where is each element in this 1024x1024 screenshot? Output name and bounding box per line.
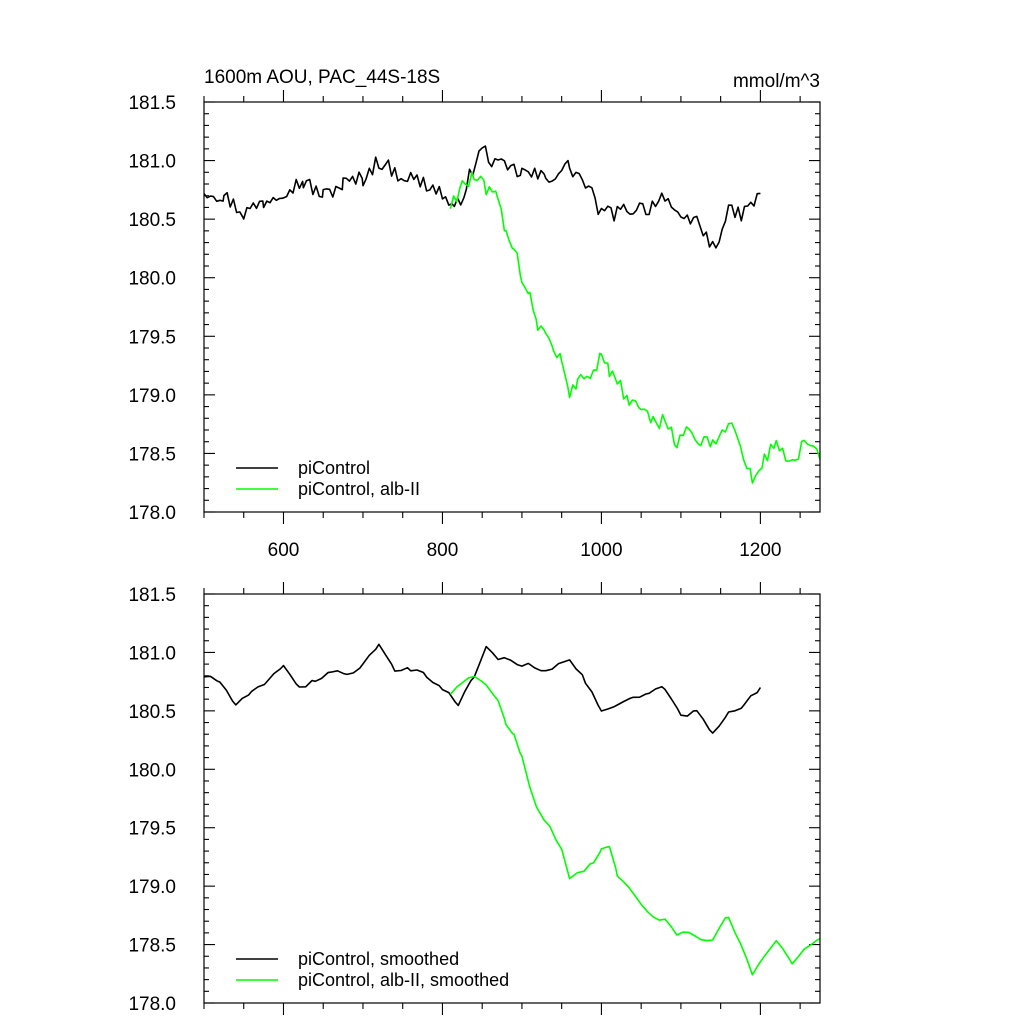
bottom-plot-frame xyxy=(203,593,821,1004)
y-tick-label: 179.5 xyxy=(128,327,176,348)
x-tick-label: 1000 xyxy=(580,540,622,561)
series-line-alb-ii xyxy=(449,675,820,976)
y-tick-label: 180.0 xyxy=(128,760,176,781)
bottom-panel: 178.0 178.5 179.0 179.5 180.0 180.5 181.0 181.5… xyxy=(128,582,821,1015)
y-tick-label: 178.5 xyxy=(128,936,176,957)
bottom-axes-ticks xyxy=(203,582,820,1015)
x-tick-label: 1200 xyxy=(739,540,781,561)
y-tick-label: 180.5 xyxy=(128,210,176,231)
top-panel: 1600m AOU, PAC_44S-18S mmol/m^3 178.0178… xyxy=(128,67,821,561)
legend-label: piControl xyxy=(298,458,370,478)
y-tick-label: 181.5 xyxy=(128,93,176,114)
legend-label: piControl, alb-II, smoothed xyxy=(298,970,509,990)
y-tick-label: 178.5 xyxy=(128,444,176,465)
chart-title: 1600m AOU, PAC_44S-18S xyxy=(204,67,440,88)
legend-label: piControl, smoothed xyxy=(298,949,459,969)
y-tick-label: 179.0 xyxy=(128,386,176,407)
bottom-data-lines xyxy=(204,643,820,976)
top-plot-frame xyxy=(203,101,821,513)
top-data-lines xyxy=(204,145,820,484)
series-line-alb-ii xyxy=(449,171,820,484)
x-tick-label: 600 xyxy=(268,540,300,561)
top-axes-ticks xyxy=(203,90,820,524)
y-tick-label: 180.5 xyxy=(128,702,176,723)
y-tick-label: 181.5 xyxy=(128,585,176,606)
bottom-y-tick-labels: 178.0 178.5 179.0 179.5 180.0 180.5 181.0 181.5 xyxy=(128,585,176,1015)
x-tick-label: 800 xyxy=(427,540,459,561)
y-tick-label: 179.0 xyxy=(128,877,176,898)
y-tick-label: 180.0 xyxy=(128,269,176,290)
top-x-tick-labels: 600 800 1000 1200 xyxy=(268,540,782,561)
series-line-picontrol xyxy=(204,145,761,249)
y-tick-label: 179.5 xyxy=(128,819,176,840)
legend-label: piControl, alb-II xyxy=(298,479,420,499)
y-tick-label: 178.0 xyxy=(128,994,176,1015)
y-tick-label: 181.0 xyxy=(128,643,176,664)
units-label: mmol/m^3 xyxy=(733,71,820,92)
series-line-picontrol xyxy=(204,643,762,734)
y-tick-label: 181.0 xyxy=(128,152,176,173)
top-y-tick-labels: 178.0 178.5 179.0 179.5 180.0 180.5 181.0 181.5 xyxy=(128,93,176,524)
y-tick-label: 178.0 xyxy=(128,503,176,524)
